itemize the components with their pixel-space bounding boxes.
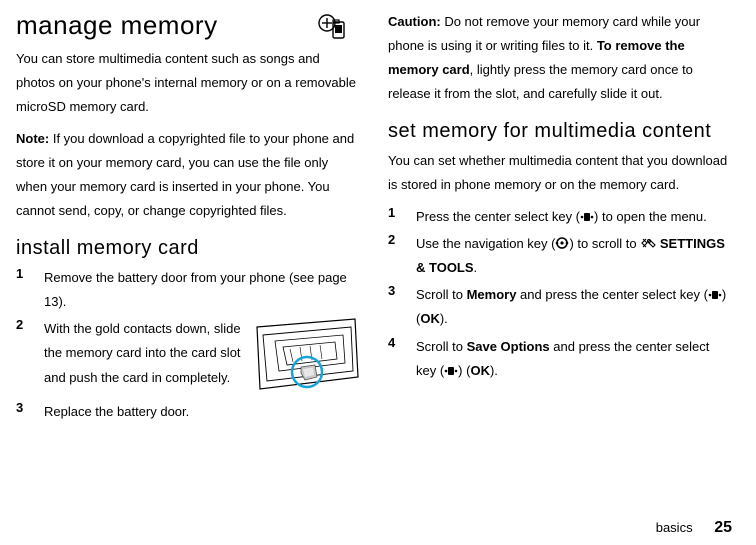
set-step-3: Scroll to Memory and press the center se… [416,283,732,331]
memory-label: Memory [467,287,517,302]
manage-memory-note: Note: If you download a copyrighted file… [16,127,360,223]
page-footer: basics 25 [656,519,732,537]
memory-feature-icon [318,14,346,42]
ok-label: OK [420,311,440,326]
memory-card-slot-illustration [255,317,360,397]
navigation-key-icon [555,236,569,250]
install-steps: 1 Remove the battery door from your phon… [16,266,360,424]
set-memory-steps: 1 Press the center select key () to open… [388,205,732,382]
footer-section: basics [656,520,693,535]
save-options-label: Save Options [467,339,550,354]
set-memory-intro: You can set whether multimedia content t… [388,149,732,197]
step-number: 1 [16,266,44,314]
install-step-1: Remove the battery door from your phone … [44,266,360,314]
set-step-1: Press the center select key () to open t… [416,205,732,229]
install-step-3: Replace the battery door. [44,400,360,424]
set-step-2: Use the navigation key () to scroll to S… [416,232,732,280]
caution-paragraph: Caution: Do not remove your memory card … [388,10,732,106]
install-memory-heading: install memory card [16,237,360,260]
center-select-key-icon [708,289,722,301]
install-step-2: With the gold contacts down, slide the m… [44,317,247,389]
caution-label: Caution: [388,14,441,29]
step-number: 1 [388,205,416,229]
footer-page-number: 25 [714,519,732,536]
step-number: 2 [16,317,44,397]
step-number: 2 [388,232,416,280]
set-step-4: Scroll to Save Options and press the cen… [416,335,732,383]
center-select-key-icon [580,211,594,223]
note-label: Note: [16,131,49,146]
manage-memory-intro: You can store multimedia content such as… [16,47,360,119]
center-select-key-icon [444,365,458,377]
step-number: 4 [388,335,416,383]
tools-icon [640,237,656,250]
note-body: If you download a copyrighted file to yo… [16,131,354,218]
ok-label: OK [470,363,490,378]
set-memory-heading: set memory for multimedia content [388,120,732,143]
step-number: 3 [388,283,416,331]
step-number: 3 [16,400,44,424]
manage-memory-title: manage memory [16,10,218,41]
manage-memory-header: manage memory [16,10,360,47]
